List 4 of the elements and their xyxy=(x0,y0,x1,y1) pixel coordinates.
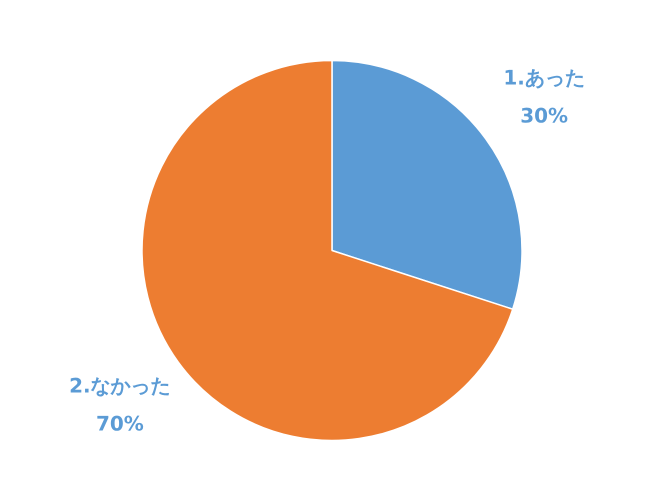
slice-label: 1.あった xyxy=(503,65,585,90)
slice-label: 2.なかった xyxy=(69,374,171,398)
data-label: 70% xyxy=(96,412,144,436)
data-label: 30% xyxy=(520,103,568,128)
